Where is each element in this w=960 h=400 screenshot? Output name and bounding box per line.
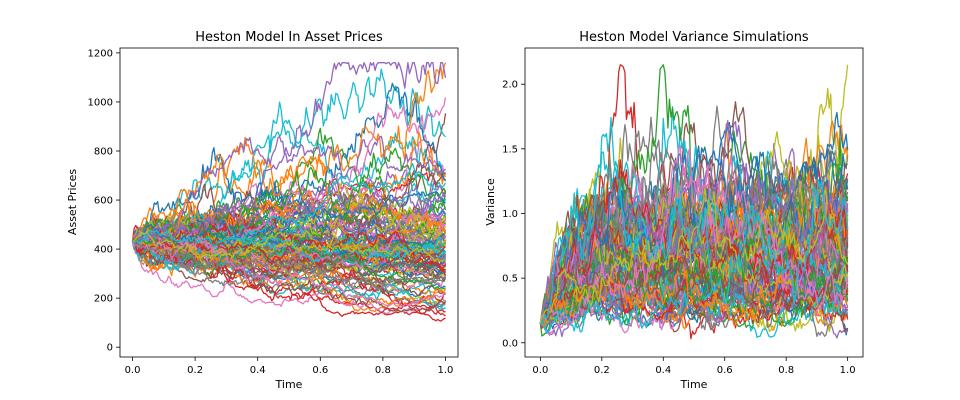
variance-x-tick-label: 0.0: [532, 365, 548, 376]
variance-path-line: [540, 117, 849, 325]
asset-path-line: [132, 185, 447, 244]
asset-path-line: [132, 62, 447, 243]
variance-y-tick-label: 2.0: [502, 80, 518, 91]
asset-path-line: [131, 187, 447, 243]
asset-path-line: [131, 233, 446, 269]
variance-chart-title: Heston Model Variance Simulations: [579, 30, 809, 45]
asset-x-axis-label: Time: [275, 378, 303, 391]
variance-path-line: [539, 144, 849, 324]
asset-x-tick-label: 0.6: [312, 365, 328, 376]
variance-x-tick-label: 0.4: [655, 365, 671, 376]
asset-y-tick-label: 1200: [88, 48, 113, 59]
asset-price-paths: [131, 62, 447, 322]
asset-x-tick-label: 0.2: [187, 365, 203, 376]
asset-y-axis-label: Asset Prices: [66, 169, 79, 235]
asset-y-tick-label: 200: [94, 294, 113, 305]
variance-x-axis-label: Time: [680, 378, 708, 391]
asset-y-tick-label: 600: [94, 196, 113, 207]
asset-path-line: [131, 222, 446, 313]
variance-y-tick-label: 1.0: [502, 209, 518, 220]
asset-path-line: [132, 239, 447, 276]
variance-path-line: [539, 101, 849, 324]
asset-path-line: [131, 237, 446, 307]
asset-y-tick-label: 0: [107, 343, 113, 354]
asset-y-tick-label: 400: [94, 245, 113, 256]
variance-x-tick-label: 1.0: [840, 365, 856, 376]
asset-path-line: [132, 210, 447, 268]
variance-x-tick-label: 0.2: [594, 365, 610, 376]
asset-path-line: [132, 235, 446, 290]
variance-x-ticks: 0.0 0.2 0.4 0.6 0.8 1.0: [532, 357, 856, 376]
asset-x-tick-label: 1.0: [438, 365, 454, 376]
variance-plot-frame: [524, 47, 864, 358]
variance-path-line: [539, 187, 849, 324]
asset-prices-subplot: Heston Model In Asset Prices 0.0 0.2 0.4 0.…: [66, 30, 459, 391]
asset-path-line: [132, 241, 446, 285]
variance-path-line: [539, 151, 848, 324]
variance-path-line: [539, 159, 849, 324]
asset-path-line: [131, 231, 447, 252]
asset-plot-frame: [119, 47, 459, 358]
variance-y-tick-label: 0.5: [502, 274, 518, 285]
asset-y-tick-label: 1000: [88, 97, 113, 108]
variance-x-tick-label: 0.6: [717, 365, 733, 376]
asset-x-ticks: 0.0 0.2 0.4 0.6 0.8 1.0: [125, 357, 454, 376]
asset-path-line: [131, 241, 446, 315]
asset-path-line: [131, 235, 446, 317]
variance-path-line: [539, 237, 849, 324]
asset-path-line: [132, 163, 447, 248]
asset-path-line: [132, 231, 446, 263]
asset-chart-title: Heston Model In Asset Prices: [195, 30, 383, 45]
asset-y-ticks: 0 200 400 600 800 1000 1200: [88, 48, 120, 354]
asset-x-tick-label: 0.0: [125, 365, 141, 376]
variance-y-axis-label: Variance: [484, 178, 497, 226]
variance-path-line: [539, 252, 849, 326]
asset-x-tick-label: 0.8: [375, 365, 391, 376]
asset-path-line: [131, 62, 447, 243]
variance-y-tick-label: 0.0: [502, 338, 518, 349]
variance-subplot: Heston Model Variance Simulations 0.0 0.2…: [484, 30, 864, 391]
variance-path-line: [540, 268, 849, 330]
variance-path-line: [539, 139, 849, 324]
variance-y-tick-label: 1.5: [502, 144, 518, 155]
variance-y-ticks: 0.0 0.5 1.0 1.5 2.0: [502, 80, 525, 349]
variance-paths: [539, 64, 849, 340]
variance-x-tick-label: 0.8: [778, 365, 794, 376]
asset-path-line: [132, 190, 446, 244]
asset-x-tick-label: 0.4: [250, 365, 266, 376]
asset-y-tick-label: 800: [94, 147, 113, 158]
